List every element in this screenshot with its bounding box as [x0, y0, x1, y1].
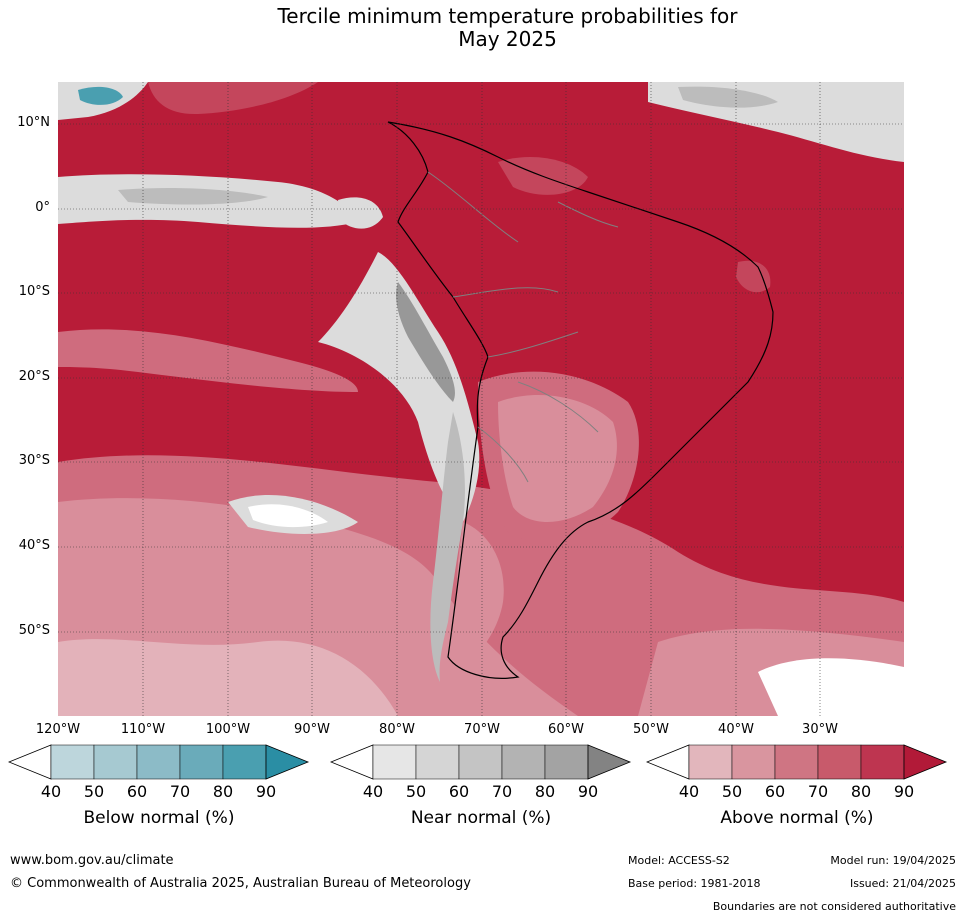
colorbar-tick-label: 40 — [40, 782, 62, 801]
colorbar-segment — [817, 744, 862, 780]
model-run: Model run: 19/04/2025 — [830, 854, 956, 867]
lon-label-70w: 70°W — [464, 722, 500, 737]
near-normal-coastal-core — [396, 282, 455, 402]
copyright-text: © Commonwealth of Australia 2025, Austra… — [10, 876, 471, 891]
colorbar-tick-label: 90 — [893, 782, 915, 801]
colorbar-segment — [731, 744, 776, 780]
colorbar-min-extension — [8, 744, 52, 780]
colorbar-max-extension — [587, 744, 632, 780]
lat-label-0: 0° — [35, 200, 50, 215]
near-normal-galapagos — [338, 197, 383, 229]
probability-regions — [58, 82, 904, 716]
colorbar-tick-label: 80 — [212, 782, 234, 801]
colorbar-tick-label: 60 — [764, 782, 786, 801]
colorbar-tick-label: 50 — [405, 782, 427, 801]
country-borders — [427, 171, 619, 483]
lon-label-100w: 100°W — [205, 722, 251, 737]
colorbar-tick-label: 50 — [721, 782, 743, 801]
south-america-coastline — [387, 121, 774, 679]
lat-label-40s: 40°S — [18, 538, 50, 553]
colorbar-segment — [501, 744, 546, 780]
colorbar-below-normal — [8, 744, 310, 780]
colorbar-max-extension — [903, 744, 948, 780]
model-name: Model: ACCESS-S2 — [628, 854, 730, 867]
colorbar-tick-label: 50 — [83, 782, 105, 801]
colorbar-segment — [544, 744, 589, 780]
colorbar-segment — [415, 744, 460, 780]
below-normal-northwest — [78, 86, 123, 105]
colorbar-tick-label: 70 — [491, 782, 513, 801]
lon-label-30w: 30°W — [802, 722, 838, 737]
colorbar-segment — [136, 744, 181, 780]
lat-label-10s: 10°S — [18, 284, 50, 299]
colorbar-tick-label: 70 — [169, 782, 191, 801]
issued-date: Issued: 21/04/2025 — [849, 877, 956, 890]
lon-label-90w: 90°W — [294, 722, 330, 737]
colorbar-tick-label: 40 — [678, 782, 700, 801]
colorbar-tick-label: 80 — [534, 782, 556, 801]
colorbar-tick-label: 80 — [850, 782, 872, 801]
colorbar-segment — [458, 744, 503, 780]
lon-label-120w: 120°W — [35, 722, 81, 737]
probability-map — [58, 82, 904, 716]
probability-map-svg — [58, 82, 904, 716]
boundaries-disclaimer: Boundaries are not considered authoritat… — [712, 900, 956, 913]
map-title: Tercile minimum temperature probabilitie… — [200, 5, 815, 51]
near-normal-equatorial-core — [118, 188, 268, 205]
colorbar-segment — [688, 744, 733, 780]
near-normal-chile-strip — [430, 412, 465, 682]
colorbar-tick-label: 90 — [255, 782, 277, 801]
lon-label-50w: 50°W — [633, 722, 669, 737]
colorbar-segment — [860, 744, 905, 780]
near-normal-coastal-corridor — [318, 252, 480, 522]
above-70-pacific-ribbon — [58, 329, 358, 392]
colorbar-above-normal — [646, 744, 948, 780]
colorbar-above-title: Above normal (%) — [720, 808, 874, 828]
white-southwest-patch — [248, 504, 328, 528]
lon-label-80w: 80°W — [379, 722, 415, 737]
colorbar-segment — [179, 744, 224, 780]
above-60-patagonia — [455, 522, 504, 672]
colorbar-tick-label: 60 — [126, 782, 148, 801]
colorbar-tick-label: 70 — [807, 782, 829, 801]
colorbar-segment — [50, 744, 95, 780]
website-link[interactable]: www.bom.gov.au/climate — [10, 853, 174, 868]
graticule — [58, 82, 904, 716]
above-70-north-band — [148, 82, 318, 115]
title-line-1: Tercile minimum temperature probabilitie… — [277, 4, 738, 28]
title-line-2: May 2025 — [458, 27, 557, 51]
above-60-interior — [498, 394, 617, 522]
colorbar-segment — [774, 744, 819, 780]
lon-label-40w: 40°W — [718, 722, 754, 737]
base-period: Base period: 1981-2018 — [628, 877, 761, 890]
colorbar-max-extension — [265, 744, 310, 780]
colorbar-tick-label: 60 — [448, 782, 470, 801]
colorbar-segment — [93, 744, 138, 780]
colorbar-near-title: Near normal (%) — [410, 808, 552, 828]
near-normal-northeast-core — [678, 86, 778, 108]
colorbar-segment — [372, 744, 417, 780]
lat-label-20s: 20°S — [18, 369, 50, 384]
above-80-northeast-patch — [736, 260, 771, 293]
lat-label-10n: 10°N — [17, 115, 50, 130]
colorbar-segment — [222, 744, 267, 780]
colorbar-near-normal — [330, 744, 632, 780]
lat-label-30s: 30°S — [18, 453, 50, 468]
colorbar-tick-label: 40 — [362, 782, 384, 801]
colorbar-min-extension — [646, 744, 690, 780]
white-southeast-patch — [758, 658, 904, 716]
colorbar-min-extension — [330, 744, 374, 780]
colorbar-tick-label: 90 — [577, 782, 599, 801]
lon-label-60w: 60°W — [548, 722, 584, 737]
lat-label-50s: 50°S — [18, 623, 50, 638]
lon-label-110w: 110°W — [120, 722, 166, 737]
colorbar-below-title: Below normal (%) — [83, 808, 235, 828]
